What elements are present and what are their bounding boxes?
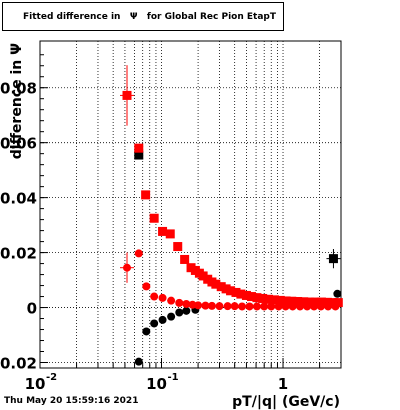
x-tick-exponent: -2 <box>46 372 57 383</box>
data-point-square <box>293 297 303 307</box>
data-point-square <box>216 282 226 292</box>
data-point-circle <box>142 282 151 291</box>
data-point-square <box>149 213 159 223</box>
y-tick-label: 0.02 <box>0 245 37 263</box>
data-point-square <box>304 297 314 307</box>
data-point-square <box>173 242 183 252</box>
data-point-circle <box>182 306 191 315</box>
y-axis-label: difference in Ψ <box>9 43 25 159</box>
data-marks <box>120 65 343 366</box>
data-point-circle <box>310 302 319 311</box>
y-tick-label: 0 <box>27 300 37 318</box>
data-point-square <box>269 295 279 305</box>
data-point-square <box>231 287 241 297</box>
data-point-square <box>322 297 332 307</box>
data-point-circle <box>260 302 269 311</box>
title-part-1: Fitted difference in <box>23 12 121 22</box>
data-point-circle <box>252 302 261 311</box>
data-point-circle <box>267 302 276 311</box>
data-point-circle <box>150 292 159 301</box>
data-point-square <box>134 150 144 160</box>
data-point-square <box>211 279 221 289</box>
data-point-square <box>310 297 320 307</box>
x-axis-label: pT/|q| (GeV/c) <box>232 394 340 410</box>
x-tick-label: 10 <box>146 375 167 393</box>
chart-title: Fitted difference in Ψ for Global Rec Pi… <box>2 2 284 31</box>
data-point-square <box>252 293 262 303</box>
data-point-square <box>122 90 132 100</box>
data-point-circle <box>331 302 340 311</box>
plot-frame <box>39 40 342 369</box>
data-point-circle <box>134 249 143 258</box>
data-point-circle <box>167 296 176 305</box>
data-point-square <box>333 298 343 308</box>
data-point-square <box>328 298 338 308</box>
title-psi-symbol: Ψ <box>129 12 138 22</box>
data-point-square <box>246 292 256 302</box>
data-point-circle <box>324 302 333 311</box>
data-point-square <box>275 295 285 305</box>
y-tick-label: 0.08 <box>0 80 37 98</box>
data-point-circle <box>230 302 239 311</box>
y-tick-label: 0.04 <box>0 190 37 208</box>
y-tick-label: 0.06 <box>0 135 37 153</box>
data-point-circle <box>215 302 224 311</box>
data-point-square <box>299 297 309 307</box>
data-point-square <box>226 286 236 296</box>
data-point-circle <box>207 301 216 310</box>
data-point-circle <box>333 289 342 298</box>
data-point-square <box>264 294 274 304</box>
data-point-square <box>316 297 326 307</box>
data-point-circle <box>158 293 167 302</box>
data-point-circle <box>182 299 191 308</box>
data-point-square <box>198 271 208 281</box>
data-point-circle <box>245 302 254 311</box>
data-point-square <box>158 226 168 236</box>
data-point-circle <box>303 302 312 311</box>
data-point-square <box>180 254 190 264</box>
data-point-square <box>258 293 268 303</box>
data-point-square <box>165 229 175 239</box>
data-point-circle <box>223 302 232 311</box>
data-point-square <box>281 296 291 306</box>
data-point-circle <box>175 298 184 307</box>
data-point-square <box>134 143 144 153</box>
data-point-square <box>328 254 338 264</box>
data-point-circle <box>175 308 184 317</box>
data-point-circle <box>123 263 132 272</box>
data-point-square <box>236 289 246 299</box>
data-point-circle <box>296 302 305 311</box>
data-point-circle <box>288 302 297 311</box>
data-point-circle <box>150 319 159 328</box>
data-point-circle <box>274 302 283 311</box>
data-point-circle <box>158 315 167 324</box>
data-point-square <box>287 296 297 306</box>
data-point-circle <box>238 302 247 311</box>
x-tick-label: 1 <box>278 375 288 393</box>
x-tick-exponent: -1 <box>168 372 179 383</box>
y-tick-label: -0.02 <box>0 355 37 373</box>
data-point-circle <box>167 312 176 321</box>
x-tick-label: 10 <box>25 375 46 393</box>
data-point-circle <box>142 327 151 336</box>
data-point-circle <box>134 357 143 366</box>
timestamp: Thu May 20 15:59:16 2021 <box>4 396 139 406</box>
title-part-2: for Global Rec Pion EtapT <box>146 12 276 22</box>
data-point-circle <box>281 302 290 311</box>
data-point-square <box>241 290 251 300</box>
grid-lines <box>39 41 342 368</box>
data-point-circle <box>201 301 210 310</box>
data-point-square <box>141 190 151 200</box>
data-point-circle <box>316 302 325 311</box>
data-point-circle <box>194 301 203 310</box>
